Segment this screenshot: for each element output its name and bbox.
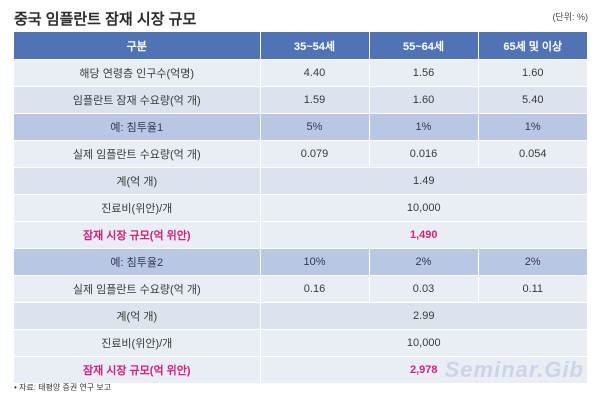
header-category: 구분 — [14, 32, 260, 60]
row-label: 진료비(위안)/개 — [14, 329, 260, 357]
value-cell: 0.016 — [368, 140, 478, 168]
header-age-55-64: 55~64세 — [368, 32, 478, 60]
header-age-35-54: 35~54세 — [259, 32, 369, 60]
row-label: 예: 침투율2 — [14, 248, 260, 276]
value-cell: 1.60 — [368, 86, 478, 114]
row-label: 계(억 개) — [14, 167, 260, 195]
value-cell: 0.03 — [368, 275, 478, 303]
value-cell: 10% — [259, 248, 369, 276]
value-cell: 5.40 — [477, 86, 587, 114]
table-row: 실제 임플란트 수요량(억 개) 0.079 0.016 0.054 — [14, 140, 587, 168]
table-row: 예: 침투율2 10% 2% 2% — [14, 248, 587, 276]
row-label: 잠재 시장 규모(억 위안) — [14, 221, 260, 249]
value-cell: 2% — [477, 248, 587, 276]
table-row: 진료비(위안)/개 10,000 — [14, 194, 587, 222]
source-note: • 자료: 태평양 증권 연구 보고 — [14, 383, 112, 392]
table-header-row: 구분 35~54세 55~64세 65세 및 이상 — [14, 32, 587, 60]
value-cell: 4.40 — [259, 59, 369, 87]
merged-value-cell: 1,490 — [259, 221, 587, 249]
row-label: 해당 연령층 인구수(억명) — [14, 59, 260, 87]
value-cell: 0.079 — [259, 140, 369, 168]
row-label: 계(억 개) — [14, 302, 260, 330]
merged-value-cell: 10,000 — [259, 194, 587, 222]
merged-value-cell: 1.49 — [259, 167, 587, 195]
table-row: 잠재 시장 규모(억 위안) 2,978 — [14, 356, 587, 384]
merged-value-cell: 10,000 — [259, 329, 587, 357]
value-cell: 1% — [477, 113, 587, 141]
value-cell: 1.60 — [477, 59, 587, 87]
table-row: 실제 임플란트 수요량(억 개) 0.16 0.03 0.11 — [14, 275, 587, 303]
watermark: Seminar.Gib — [444, 357, 584, 382]
row-label: 진료비(위안)/개 — [14, 194, 260, 222]
value-cell: 2% — [368, 248, 478, 276]
table-row: 임플란트 잠재 수요량(억 개) 1.59 1.60 5.40 — [14, 86, 587, 114]
table-row: 잠재 시장 규모(억 위안) 1,490 — [14, 221, 587, 249]
row-label: 실제 임플란트 수요량(억 개) — [14, 140, 260, 168]
table-row: 계(억 개) 1.49 — [14, 167, 587, 195]
table-row: 예: 침투율1 5% 1% 1% — [14, 113, 587, 141]
row-label: 잠재 시장 규모(억 위안) — [14, 356, 260, 384]
row-label: 임플란트 잠재 수요량(억 개) — [14, 86, 260, 114]
header-age-65-plus: 65세 및 이상 — [477, 32, 587, 60]
value-cell: 1.59 — [259, 86, 369, 114]
table-row: 계(억 개) 2.99 — [14, 302, 587, 330]
value-cell: 1% — [368, 113, 478, 141]
merged-value-cell: 2,978 — [259, 356, 587, 384]
value-cell: 0.16 — [259, 275, 369, 303]
value-cell: 0.054 — [477, 140, 587, 168]
market-size-table: 구분 35~54세 55~64세 65세 및 이상 해당 연령층 인구수(억명)… — [14, 32, 587, 384]
unit-label: (단위: %) — [552, 12, 588, 22]
row-label: 실제 임플란트 수요량(억 개) — [14, 275, 260, 303]
page-title: 중국 임플란트 잠재 시장 규모 — [14, 11, 197, 28]
merged-value-cell: 2.99 — [259, 302, 587, 330]
value-cell: 5% — [259, 113, 369, 141]
value-cell: 0.11 — [477, 275, 587, 303]
table-row: 진료비(위안)/개 10,000 — [14, 329, 587, 357]
table-row: 해당 연령층 인구수(억명) 4.40 1.56 1.60 — [14, 59, 587, 87]
value-cell: 1.56 — [368, 59, 478, 87]
row-label: 예: 침투율1 — [14, 113, 260, 141]
